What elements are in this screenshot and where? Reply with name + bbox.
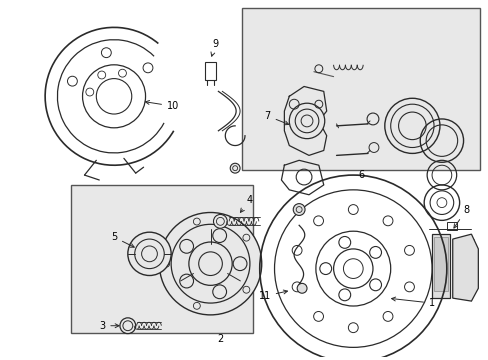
- Text: 7: 7: [264, 111, 288, 125]
- Bar: [71, 185, 252, 333]
- Text: 4: 4: [240, 195, 252, 212]
- Circle shape: [384, 98, 439, 153]
- Bar: [433, 237, 447, 291]
- Polygon shape: [452, 234, 477, 301]
- Circle shape: [289, 103, 324, 139]
- Bar: [242, 8, 479, 170]
- Bar: [446, 222, 456, 230]
- Circle shape: [127, 232, 171, 275]
- Circle shape: [213, 215, 227, 228]
- Circle shape: [159, 212, 261, 315]
- Bar: [431, 234, 449, 298]
- Text: 10: 10: [145, 100, 179, 111]
- Text: 2: 2: [217, 334, 223, 345]
- Text: 11: 11: [258, 290, 287, 301]
- Bar: [454, 239, 473, 293]
- Bar: [204, 62, 216, 80]
- Circle shape: [293, 204, 305, 215]
- Text: 8: 8: [453, 204, 468, 228]
- Text: 9: 9: [210, 39, 218, 56]
- Circle shape: [120, 318, 136, 334]
- Text: 5: 5: [111, 232, 134, 247]
- Text: 6: 6: [357, 170, 364, 180]
- Text: 1: 1: [391, 297, 434, 308]
- Circle shape: [297, 283, 306, 293]
- Text: 3: 3: [99, 321, 119, 331]
- Circle shape: [230, 163, 240, 173]
